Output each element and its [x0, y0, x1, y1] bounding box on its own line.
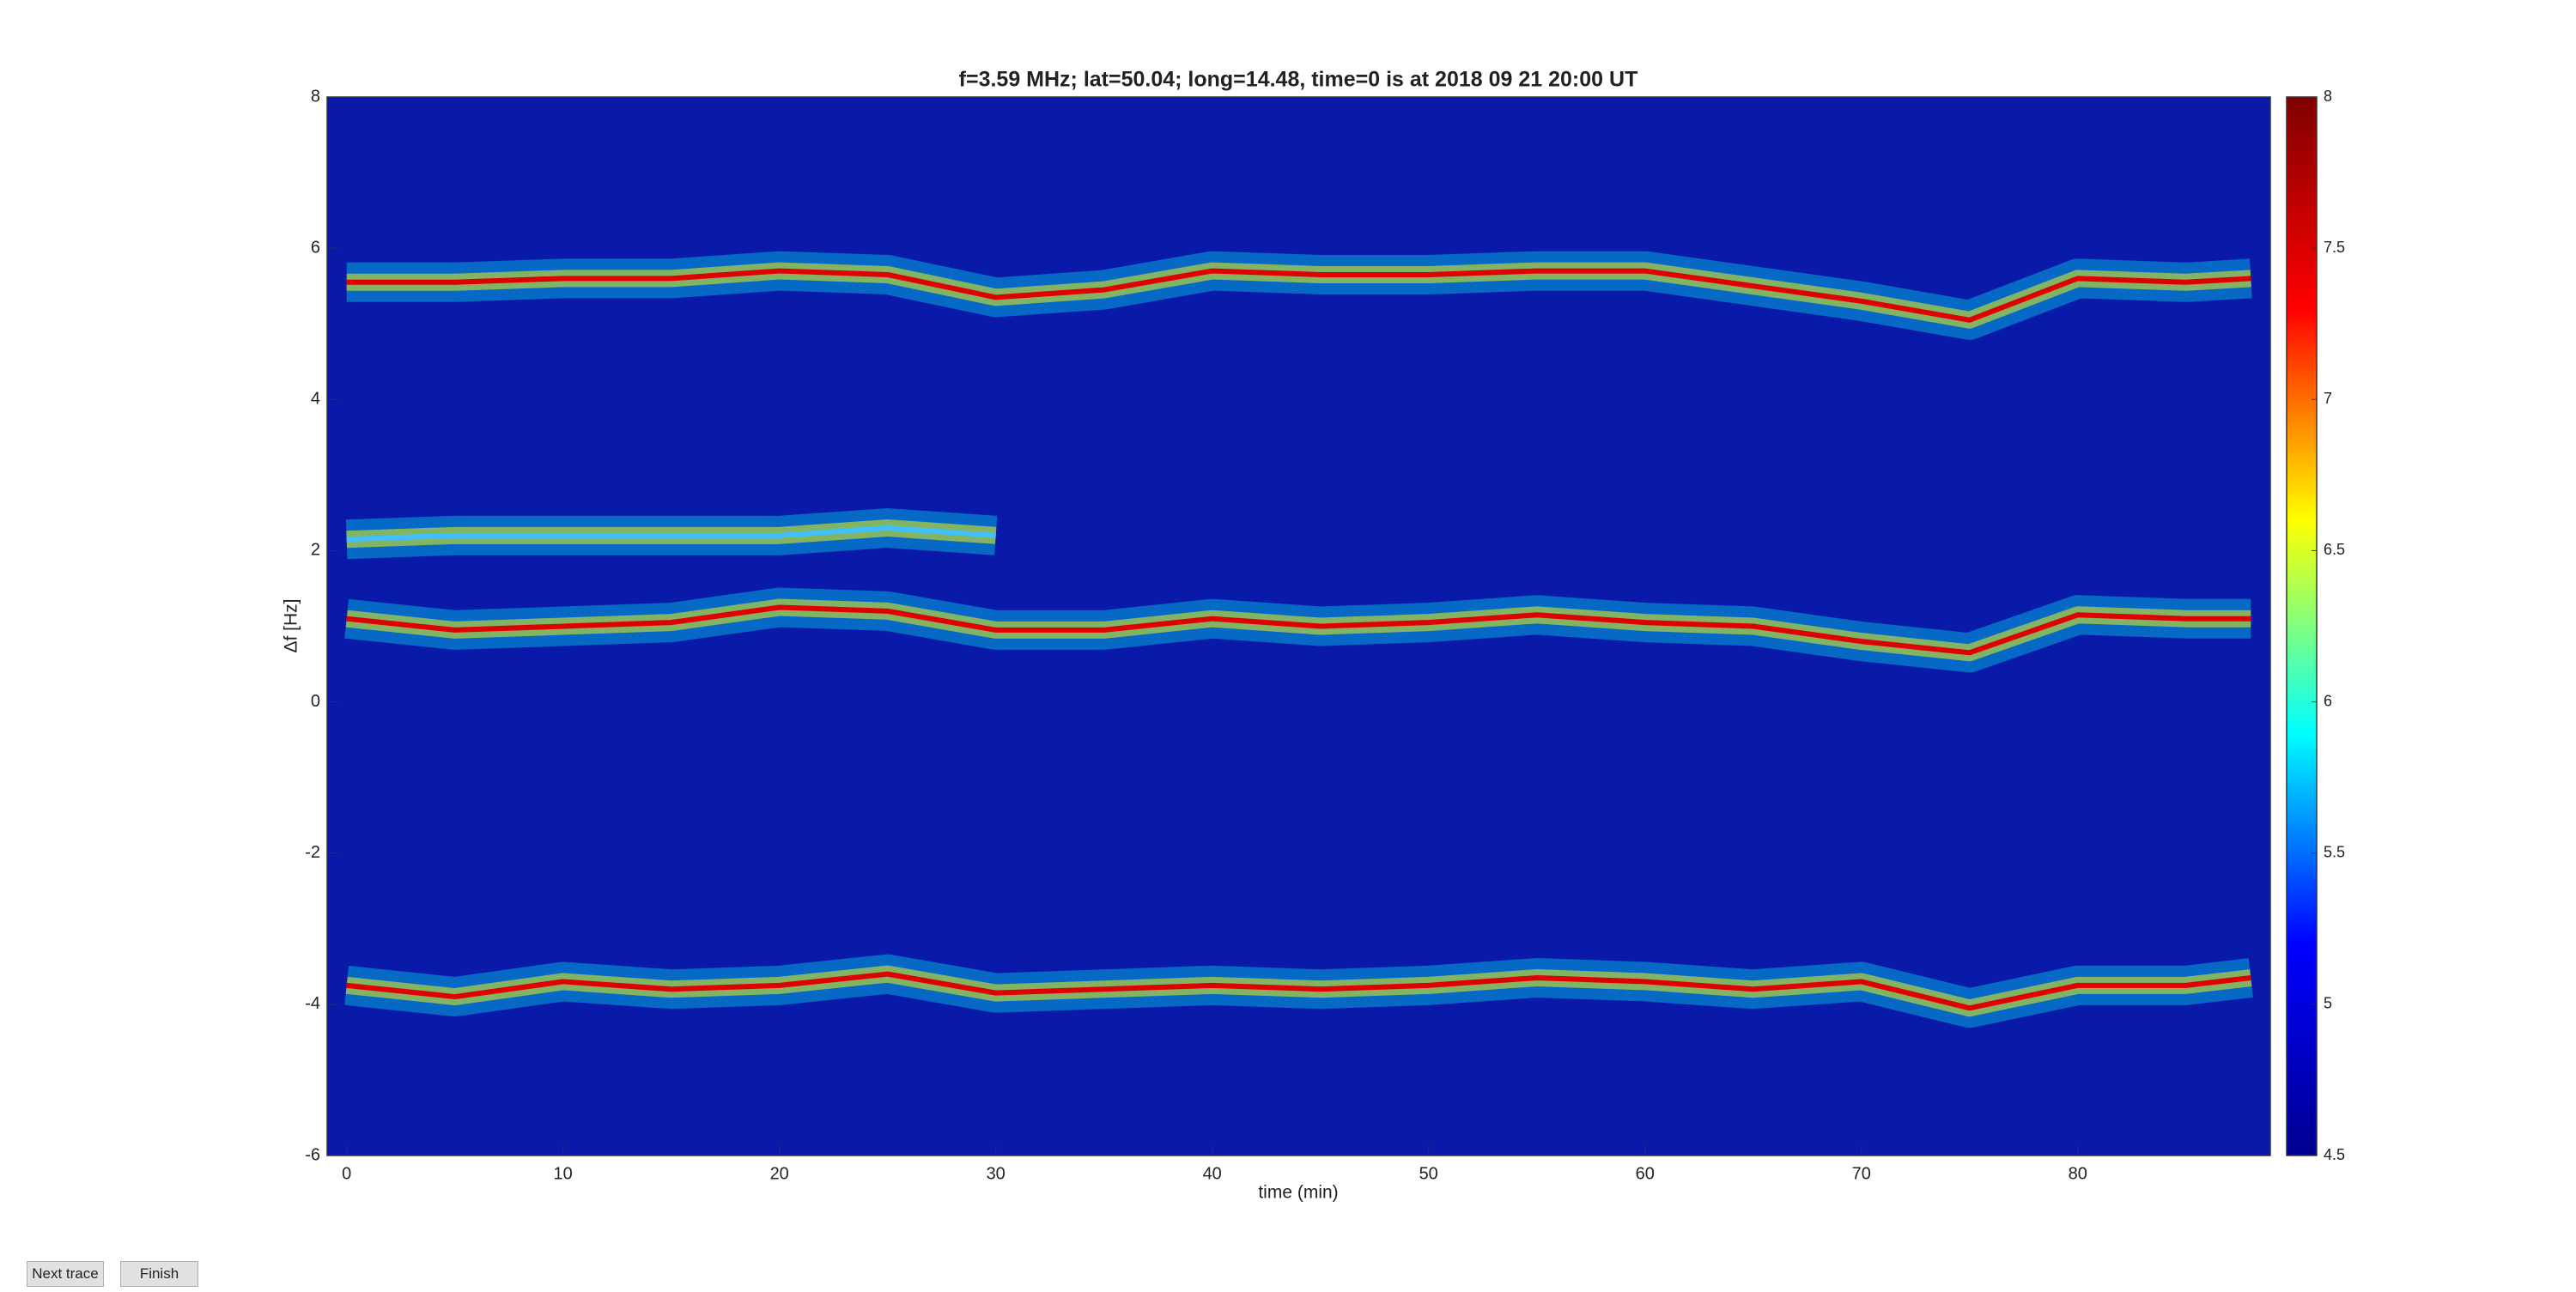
colorbar-tick-label: 6.5	[2324, 541, 2345, 558]
y-axis-label: Δf [Hz]	[282, 598, 301, 652]
trace	[346, 268, 2251, 323]
trace	[346, 604, 2251, 656]
y-tick-label: -2	[305, 843, 320, 862]
y-tick-label: 0	[311, 692, 320, 711]
colorbar-tick-label: 7.5	[2324, 239, 2345, 256]
colorbar-tick-label: 5.5	[2324, 843, 2345, 860]
x-tick-label: 50	[1419, 1164, 1438, 1183]
chart: f=3.59 MHz; lat=50.04; long=14.48, time=…	[282, 68, 2345, 1203]
colorbar-tick-label: 5	[2324, 995, 2332, 1012]
y-tick-label: 2	[311, 541, 320, 560]
next-trace-button[interactable]: Next trace	[27, 1261, 104, 1287]
colorbar-tick-label: 6	[2324, 692, 2332, 709]
x-axis-label: time (min)	[1258, 1183, 1338, 1203]
x-tick-label: 30	[987, 1164, 1005, 1183]
y-tick-label: 6	[311, 238, 320, 257]
x-tick-label: 0	[342, 1164, 351, 1183]
y-tick-label: -4	[305, 994, 320, 1013]
y-tick-label: 8	[311, 87, 320, 106]
plot-frame	[326, 96, 2271, 1156]
finish-button[interactable]: Finish	[120, 1261, 198, 1287]
colorbar-tick-label: 8	[2324, 88, 2332, 105]
colorbar	[2286, 96, 2318, 1156]
x-tick-label: 80	[2069, 1164, 2087, 1183]
colorbar-tick-label: 4.5	[2324, 1146, 2345, 1163]
x-tick-label: 40	[1203, 1164, 1222, 1183]
chart-title: f=3.59 MHz; lat=50.04; long=14.48, time=…	[959, 68, 1638, 92]
x-tick-label: 20	[770, 1164, 789, 1183]
x-tick-label: 70	[1852, 1164, 1871, 1183]
y-tick-label: 4	[311, 390, 320, 409]
x-tick-label: 10	[554, 1164, 573, 1183]
colorbar-tick-label: 7	[2324, 390, 2332, 407]
trace	[346, 525, 996, 543]
y-tick-label: -6	[305, 1145, 320, 1164]
trace	[346, 971, 2251, 1011]
x-tick-label: 60	[1636, 1164, 1655, 1183]
